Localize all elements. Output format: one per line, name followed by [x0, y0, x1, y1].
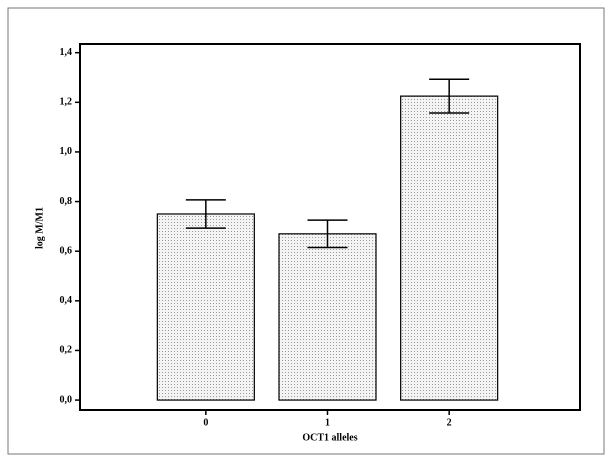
error-bar	[185, 199, 226, 229]
x-tick-label: 1	[325, 417, 330, 428]
frame	[7, 7, 605, 455]
y-tick-label: 1,0	[60, 146, 73, 157]
error-bar	[307, 219, 348, 249]
y-tick-label: 1,2	[60, 97, 73, 108]
plot-area	[79, 43, 581, 411]
bar	[156, 213, 255, 401]
y-tick-label: 0,6	[60, 245, 73, 256]
error-bar	[429, 78, 470, 114]
bar	[400, 95, 499, 401]
y-tick-label: 0,8	[60, 196, 73, 207]
x-tick-label: 2	[447, 417, 452, 428]
y-tick-label: 1,4	[60, 47, 73, 58]
y-tick-label: 0,2	[60, 345, 73, 356]
x-axis-label: OCT1 alleles	[302, 432, 357, 443]
bar	[278, 233, 377, 401]
y-tick-label: 0,0	[60, 394, 73, 405]
y-axis-label: log M/M1	[34, 207, 45, 249]
x-tick-label: 0	[203, 417, 208, 428]
y-tick-label: 0,4	[60, 295, 73, 306]
